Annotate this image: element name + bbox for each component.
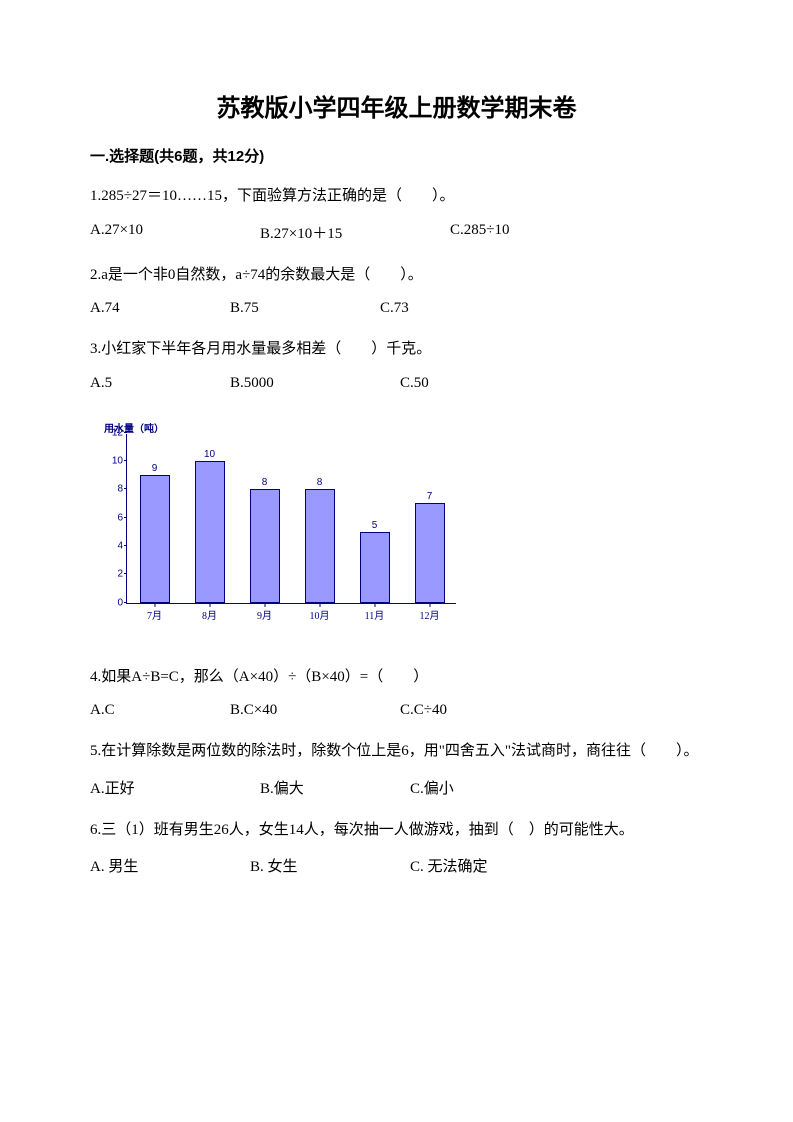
chart-bar: 8 xyxy=(250,489,280,602)
question-1: 1.285÷27＝10……15，下面验算方法正确的是（ ）。 xyxy=(90,184,703,210)
q6-option-c: C. 无法确定 xyxy=(410,855,488,876)
section-header: 一.选择题(共6题，共12分) xyxy=(90,145,703,166)
chart-bar: 8 xyxy=(305,489,335,602)
question-3-options: A.5 B.5000 C.50 xyxy=(90,375,703,392)
question-2: 2.a是一个非0自然数，a÷74的余数最大是（ ）。 xyxy=(90,263,703,289)
chart-ytick: 10 xyxy=(112,455,127,466)
chart-ytick-mark xyxy=(124,488,127,489)
chart-xtick-mark xyxy=(154,604,155,607)
q2-option-c: C.73 xyxy=(380,300,409,317)
chart-xtick-mark xyxy=(374,604,375,607)
chart-ytick: 2 xyxy=(117,569,127,580)
chart-xtick-mark xyxy=(209,604,210,607)
chart-xtick-mark xyxy=(429,604,430,607)
q4-option-c: C.C÷40 xyxy=(400,702,447,719)
chart-bar-label: 8 xyxy=(262,477,268,490)
q5-option-a: A.正好 xyxy=(90,777,260,798)
q1-option-c: C.285÷10 xyxy=(450,222,510,243)
q1-option-b: B.27×10＋15 xyxy=(260,222,450,243)
chart-xtick-mark xyxy=(264,604,265,607)
q5-option-c: C.偏小 xyxy=(410,777,454,798)
chart-bar: 7 xyxy=(415,503,445,602)
chart-ytick-mark xyxy=(124,573,127,574)
chart-bar: 9 xyxy=(140,475,170,603)
chart-bar: 10 xyxy=(195,461,225,603)
chart-ytick-mark xyxy=(124,602,127,603)
question-3: 3.小红家下半年各月用水量最多相差（ ）千克。 xyxy=(90,337,703,363)
q3-option-c: C.50 xyxy=(400,375,429,392)
q2-option-b: B.75 xyxy=(230,300,380,317)
question-6-options: A. 男生 B. 女生 C. 无法确定 xyxy=(90,855,703,876)
q5-option-b: B.偏大 xyxy=(260,777,410,798)
q4-option-b: B.C×40 xyxy=(230,702,400,719)
question-4: 4.如果A÷B=C，那么（A×40）÷（B×40）=（ ） xyxy=(90,665,703,691)
q6-option-b: B. 女生 xyxy=(250,855,410,876)
q6-option-a: A. 男生 xyxy=(90,855,250,876)
question-5: 5.在计算除数是两位数的除法时，除数个位上是6，用"四舍五入"法试商时，商往往（… xyxy=(90,739,703,765)
chart-ytick: 8 xyxy=(117,484,127,495)
page-title: 苏教版小学四年级上册数学期末卷 xyxy=(90,88,703,123)
chart-bar-label: 5 xyxy=(372,520,378,533)
chart-ytick: 6 xyxy=(117,512,127,523)
chart-bar: 5 xyxy=(360,532,390,603)
question-4-options: A.C B.C×40 C.C÷40 xyxy=(90,702,703,719)
chart-ytick-mark xyxy=(124,460,127,461)
water-usage-chart: 用水量（吨） 02468101297月108月89月810月511月712月 xyxy=(96,422,476,637)
chart-ytick: 0 xyxy=(117,597,127,608)
chart-bar-label: 9 xyxy=(152,463,158,476)
q4-option-a: A.C xyxy=(90,702,230,719)
q1-option-a: A.27×10 xyxy=(90,222,260,243)
q3-option-a: A.5 xyxy=(90,375,230,392)
question-1-options: A.27×10 B.27×10＋15 C.285÷10 xyxy=(90,222,703,243)
chart-xtick-mark xyxy=(319,604,320,607)
page: 苏教版小学四年级上册数学期末卷 一.选择题(共6题，共12分) 1.285÷27… xyxy=(0,0,793,936)
chart-ytick-mark xyxy=(124,432,127,433)
chart-ytick-mark xyxy=(124,545,127,546)
question-6: 6.三（1）班有男生26人，女生14人，每次抽一人做游戏，抽到（ ）的可能性大。 xyxy=(90,818,703,844)
chart-bar-label: 8 xyxy=(317,477,323,490)
chart-ytick: 12 xyxy=(112,427,127,438)
chart-bar-label: 7 xyxy=(427,491,433,504)
question-2-options: A.74 B.75 C.73 xyxy=(90,300,703,317)
q3-option-b: B.5000 xyxy=(230,375,400,392)
chart-ytick: 4 xyxy=(117,540,127,551)
question-5-options: A.正好 B.偏大 C.偏小 xyxy=(90,777,703,798)
chart-plot-area: 02468101297月108月89月810月511月712月 xyxy=(126,434,456,604)
q2-option-a: A.74 xyxy=(90,300,230,317)
chart-bar-label: 10 xyxy=(204,449,215,462)
chart-ytick-mark xyxy=(124,517,127,518)
